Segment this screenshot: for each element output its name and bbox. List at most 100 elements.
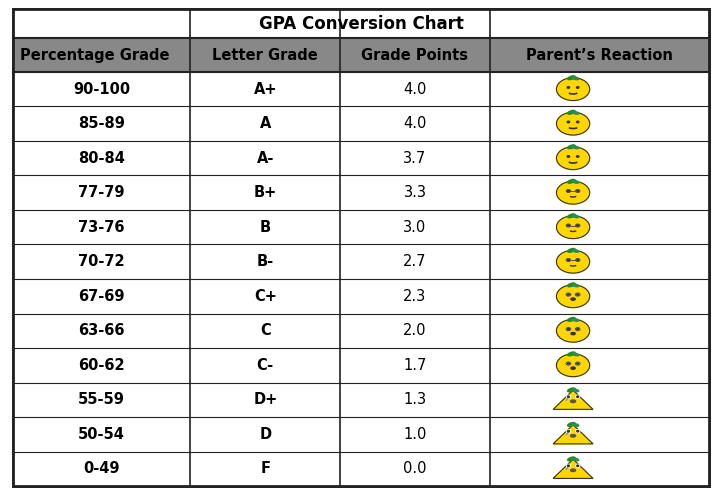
Polygon shape <box>553 425 593 444</box>
Circle shape <box>577 190 579 192</box>
Circle shape <box>567 362 570 365</box>
Circle shape <box>577 328 579 330</box>
Circle shape <box>557 147 590 170</box>
Ellipse shape <box>573 249 579 252</box>
Circle shape <box>577 363 579 364</box>
Ellipse shape <box>567 352 575 356</box>
Ellipse shape <box>573 215 579 218</box>
Text: 0-49: 0-49 <box>84 461 120 476</box>
Circle shape <box>557 250 590 273</box>
Circle shape <box>557 181 590 204</box>
Circle shape <box>577 156 579 157</box>
Circle shape <box>577 259 579 261</box>
Ellipse shape <box>570 435 575 437</box>
Text: 2.7: 2.7 <box>403 254 427 269</box>
Ellipse shape <box>573 424 579 426</box>
Circle shape <box>567 464 570 467</box>
Circle shape <box>557 354 590 377</box>
Ellipse shape <box>573 319 579 321</box>
Bar <box>13 313 709 348</box>
Text: A+: A+ <box>253 82 277 97</box>
Text: 2.0: 2.0 <box>403 323 427 338</box>
Circle shape <box>577 87 579 88</box>
Text: B-: B- <box>257 254 274 269</box>
Bar <box>13 72 709 106</box>
Circle shape <box>567 431 570 432</box>
Text: 63-66: 63-66 <box>79 323 125 338</box>
Text: C: C <box>260 323 271 338</box>
Text: 67-69: 67-69 <box>79 289 125 304</box>
Text: 4.0: 4.0 <box>404 82 427 97</box>
Text: Parent’s Reaction: Parent’s Reaction <box>526 48 673 63</box>
Text: 85-89: 85-89 <box>78 116 125 131</box>
Circle shape <box>577 121 579 123</box>
Ellipse shape <box>567 283 575 287</box>
Circle shape <box>575 293 580 296</box>
Ellipse shape <box>571 298 575 300</box>
Circle shape <box>557 78 590 100</box>
Ellipse shape <box>567 110 575 114</box>
Text: 90-100: 90-100 <box>73 82 130 97</box>
Bar <box>13 210 709 245</box>
Ellipse shape <box>570 469 575 472</box>
Ellipse shape <box>573 181 579 183</box>
Text: 1.0: 1.0 <box>404 427 427 442</box>
Ellipse shape <box>573 77 579 80</box>
Ellipse shape <box>573 284 579 287</box>
Text: 3.0: 3.0 <box>404 220 427 235</box>
Ellipse shape <box>567 388 575 392</box>
Circle shape <box>577 294 579 295</box>
Text: 70-72: 70-72 <box>79 254 125 269</box>
Ellipse shape <box>571 333 575 335</box>
Text: C+: C+ <box>254 289 277 304</box>
Text: 80-84: 80-84 <box>78 150 125 166</box>
Circle shape <box>567 121 570 123</box>
Ellipse shape <box>573 146 579 148</box>
Circle shape <box>567 396 570 397</box>
Ellipse shape <box>573 111 579 114</box>
Text: B+: B+ <box>253 185 277 200</box>
Ellipse shape <box>571 367 575 369</box>
Ellipse shape <box>573 458 579 461</box>
Circle shape <box>577 225 579 226</box>
Bar <box>13 9 709 39</box>
Circle shape <box>567 293 570 296</box>
Text: A: A <box>260 116 271 131</box>
Text: C-: C- <box>257 358 274 373</box>
Bar <box>13 451 709 486</box>
Bar <box>13 175 709 210</box>
Circle shape <box>567 225 570 226</box>
Text: 1.3: 1.3 <box>404 393 427 407</box>
Bar <box>13 279 709 313</box>
Circle shape <box>567 328 570 330</box>
Ellipse shape <box>567 214 575 218</box>
Circle shape <box>557 112 590 135</box>
Circle shape <box>557 319 590 342</box>
Text: 1.7: 1.7 <box>404 358 427 373</box>
Polygon shape <box>553 390 593 409</box>
Text: 50-54: 50-54 <box>78 427 125 442</box>
Ellipse shape <box>567 76 575 80</box>
Circle shape <box>567 396 570 398</box>
Bar <box>13 383 709 417</box>
Text: GPA Conversion Chart: GPA Conversion Chart <box>258 15 464 33</box>
Ellipse shape <box>567 145 575 148</box>
Circle shape <box>577 396 579 397</box>
Text: 4.0: 4.0 <box>404 116 427 131</box>
Circle shape <box>577 465 579 466</box>
Bar <box>13 417 709 451</box>
Text: Grade Points: Grade Points <box>362 48 469 63</box>
Circle shape <box>567 294 570 295</box>
Circle shape <box>557 216 590 239</box>
Circle shape <box>567 156 570 157</box>
Ellipse shape <box>573 389 579 392</box>
Text: 0.0: 0.0 <box>403 461 427 476</box>
Text: Percentage Grade: Percentage Grade <box>20 48 170 63</box>
Text: 3.7: 3.7 <box>404 150 427 166</box>
Circle shape <box>577 431 579 432</box>
Text: A-: A- <box>256 150 274 166</box>
Text: 2.3: 2.3 <box>404 289 427 304</box>
Ellipse shape <box>573 353 579 356</box>
Circle shape <box>575 328 580 331</box>
Text: 60-62: 60-62 <box>79 358 125 373</box>
